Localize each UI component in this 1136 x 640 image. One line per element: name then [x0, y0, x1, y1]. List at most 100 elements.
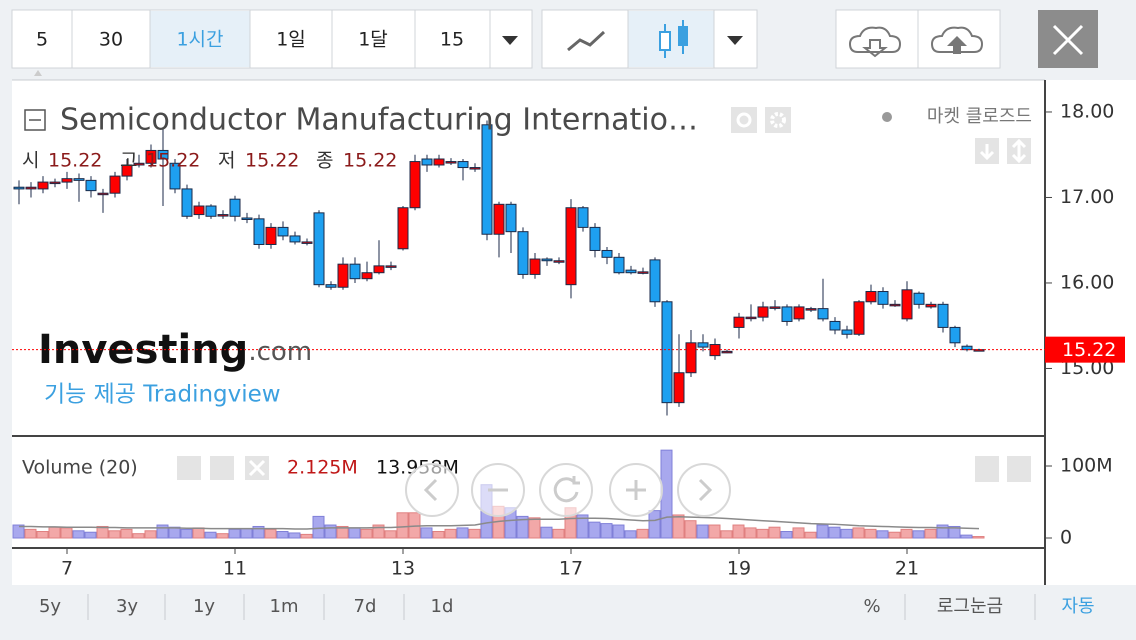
volume-bar [600, 523, 613, 539]
status-dot [882, 112, 892, 122]
volume-bar [744, 527, 757, 539]
candle-body [793, 306, 805, 320]
volume-bar [456, 527, 469, 539]
volume-bar [804, 531, 817, 539]
volume-ma-line [19, 516, 980, 530]
volume-bar [756, 528, 769, 539]
volume-bar [312, 515, 325, 539]
candle-body [637, 271, 649, 274]
candle-body [721, 350, 733, 354]
interval-button[interactable]: 1시간 [176, 29, 223, 51]
auto-toggle[interactable]: 자동 [1061, 596, 1094, 617]
volume-tick-label: 0 [1060, 526, 1072, 548]
volume-visibility-button[interactable] [177, 456, 201, 480]
zoom-icon [423, 478, 438, 502]
volume-settings-button[interactable] [210, 456, 234, 480]
toolbar: 5 30 1시간 1일 1달 15 [11, 9, 1098, 69]
volume-bar [72, 530, 85, 539]
range-button[interactable]: 7d [354, 596, 377, 617]
candle-body [661, 301, 673, 404]
x-tick-label: 7 [61, 558, 73, 580]
interval-button[interactable]: 1달 [358, 29, 388, 51]
candle-body [841, 329, 853, 335]
candle-body [169, 162, 181, 190]
range-button[interactable]: 1m [270, 596, 299, 617]
volume-scroll-button[interactable] [975, 456, 999, 482]
candle-body [61, 178, 73, 183]
upload-button[interactable] [930, 26, 984, 53]
interval-button[interactable]: 1일 [276, 29, 306, 51]
volume-bar [96, 525, 109, 539]
candle-body [409, 161, 421, 209]
volume-bar [840, 528, 853, 539]
separators [71, 10, 491, 68]
volume-bar [552, 528, 565, 539]
volume-bar [36, 531, 49, 539]
candle-body [889, 303, 901, 307]
percent-toggle[interactable]: % [863, 596, 880, 617]
interval-button[interactable]: 30 [99, 29, 123, 51]
volume-bar [216, 533, 229, 539]
volume-bar [888, 531, 901, 539]
candle-chart-button[interactable] [659, 20, 688, 58]
range-button[interactable]: 3y [116, 596, 138, 617]
upload-arrow [947, 36, 967, 54]
range-button[interactable]: 1y [193, 596, 215, 617]
candle-body [49, 181, 61, 185]
volume-title: Volume (20) [22, 457, 138, 479]
volume-bar [876, 530, 889, 539]
candle-body [205, 205, 217, 217]
candle-body [817, 308, 829, 320]
volume-bar [576, 514, 589, 539]
volume-bar [648, 510, 661, 539]
candle-body [553, 260, 565, 263]
range-button[interactable]: 5y [39, 596, 61, 617]
candle-body [709, 344, 721, 357]
volume-bar [936, 524, 949, 539]
volume-tick-label: 100M [1060, 454, 1113, 476]
volume-bar [324, 524, 337, 539]
zoom-button[interactable] [539, 463, 593, 517]
collapse-arrow[interactable] [34, 70, 42, 76]
candle-body [97, 192, 109, 196]
volume-bar [588, 521, 601, 539]
zoom-button[interactable] [677, 463, 731, 517]
interval-dropdown[interactable] [502, 36, 518, 45]
zoom-icon [626, 480, 646, 500]
settings-button[interactable] [765, 107, 791, 133]
volume-bar [240, 528, 253, 539]
volume-bar [708, 524, 721, 539]
y-tick-label: 16.00 [1060, 271, 1114, 293]
volume-bar [696, 524, 709, 539]
range-button[interactable]: 1d [431, 596, 454, 617]
candle-body [565, 207, 577, 286]
gear-icon [770, 112, 786, 128]
candle-body [781, 306, 793, 322]
candle-body [541, 258, 553, 262]
candle-body [805, 308, 817, 311]
last-price-label: 15.22 [1062, 339, 1116, 361]
volume-bar [156, 524, 169, 539]
candle-body [901, 289, 913, 320]
candle-body [649, 259, 661, 303]
interval-button[interactable]: 15 [440, 29, 464, 51]
type-dropdown[interactable] [727, 36, 743, 45]
line-chart-button[interactable] [567, 30, 606, 52]
visibility-button[interactable] [731, 107, 757, 133]
volume-bar [960, 534, 973, 539]
download-button[interactable] [848, 26, 902, 58]
log-toggle[interactable]: 로그눈금 [937, 596, 1003, 617]
candle-body [445, 161, 457, 164]
plot [12, 120, 985, 539]
volume-scroll-button[interactable] [1007, 456, 1031, 482]
arrow-icon [1011, 138, 1027, 164]
candle-body [421, 158, 433, 166]
candle-body [601, 249, 613, 258]
volume-bar [684, 520, 697, 539]
candle-body [289, 235, 301, 243]
volume-bar [120, 528, 133, 539]
interval-button[interactable]: 5 [36, 29, 48, 51]
zoom-button[interactable] [405, 463, 459, 517]
volume-bar [444, 528, 457, 539]
